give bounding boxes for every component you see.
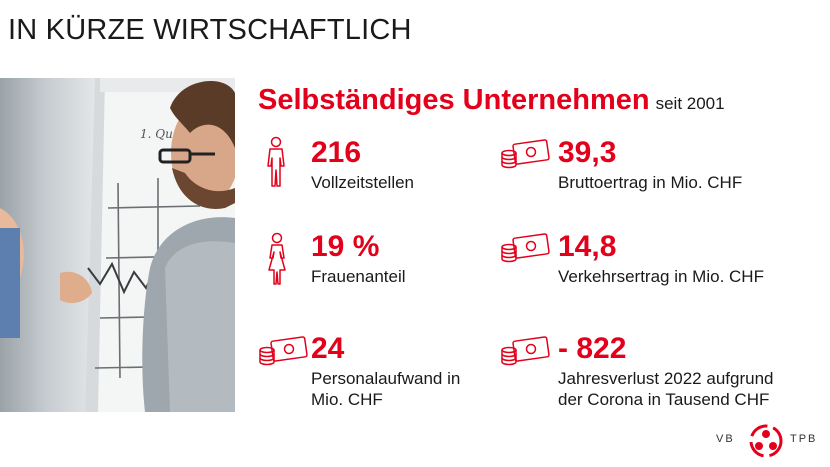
stat-label: Vollzeitstellen (311, 173, 415, 192)
stat-value: 14,8 (558, 230, 617, 263)
money-icon (501, 336, 550, 366)
headline-main: Selbständiges Unternehmen (258, 84, 650, 116)
stat-value: 39,3 (558, 136, 617, 169)
stat-label: Verkehrsertrag in Mio. CHF (558, 267, 764, 286)
stat-women-share: 19 % Frauenanteil (264, 230, 484, 290)
stat-value: 19 % (311, 230, 380, 263)
stat-personnel-expense: 24 Personalaufwand in Mio. CHF (258, 332, 488, 412)
stat-fulltime-jobs: 216 Vollzeitstellen (264, 136, 484, 196)
money-icon (501, 233, 550, 263)
stat-label-line1: Jahresverlust 2022 aufgrund (558, 369, 774, 388)
money-icon (259, 336, 308, 366)
section-headline: Selbständiges Unternehmen seit 2001 (258, 84, 725, 117)
stat-label-line2: Mio. CHF (311, 390, 383, 409)
stat-value: 216 (311, 136, 362, 169)
woman-icon (268, 232, 286, 285)
stat-value: 24 (311, 332, 345, 365)
money-icon (501, 139, 550, 169)
stat-label-line2: der Corona in Tausend CHF (558, 390, 770, 409)
logo-mark-icon (749, 424, 783, 458)
stat-label: Frauenanteil (311, 267, 406, 286)
stat-annual-loss: - 822 Jahresverlust 2022 aufgrund der Co… (500, 332, 810, 412)
stat-value: - 822 (558, 332, 627, 365)
slide-title: IN KÜRZE WIRTSCHAFTLICH (8, 14, 412, 46)
presentation-photo: 1. Qual (0, 78, 235, 412)
company-logo: VB TPB (716, 423, 826, 459)
headline-sub: seit 2001 (655, 94, 725, 113)
stat-gross-revenue: 39,3 Bruttoertrag in Mio. CHF (500, 136, 800, 196)
person-icon (267, 136, 285, 187)
logo-text-left: VB (716, 433, 735, 445)
logo-text-right: TPB (790, 433, 818, 445)
stat-traffic-revenue: 14,8 Verkehrsertrag in Mio. CHF (500, 230, 800, 290)
stat-label: Bruttoertrag in Mio. CHF (558, 173, 743, 192)
stat-label-line1: Personalaufwand in (311, 369, 461, 388)
